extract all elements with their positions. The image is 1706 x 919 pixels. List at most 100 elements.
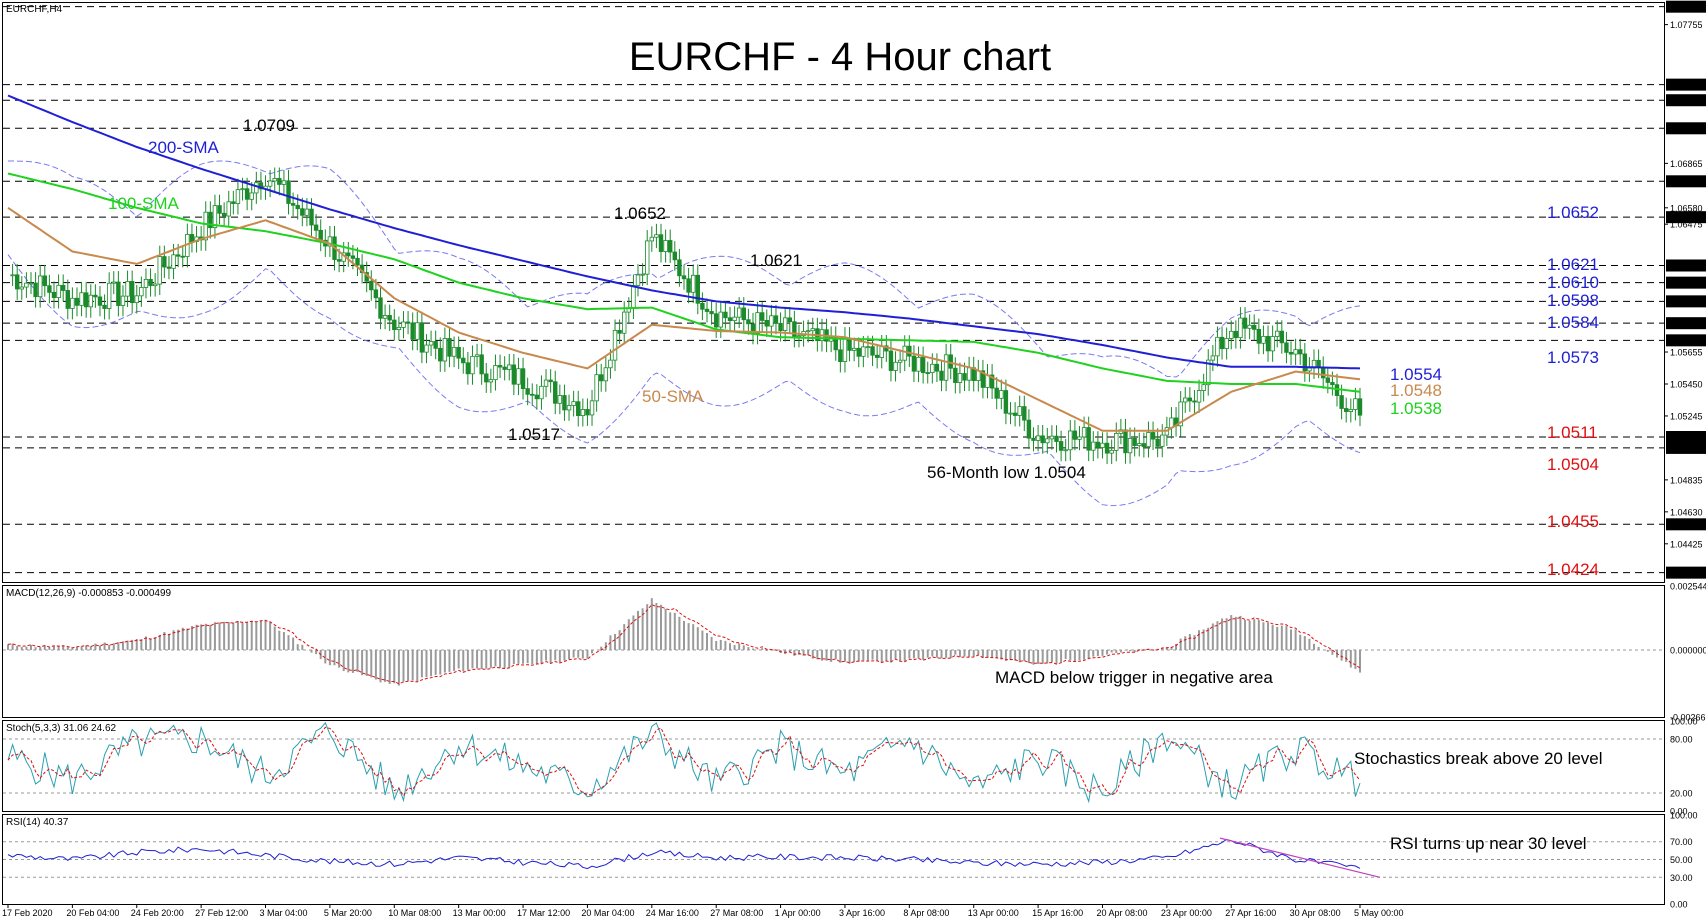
candle-body bbox=[792, 321, 797, 337]
candle-body bbox=[1353, 398, 1358, 410]
candle-body bbox=[879, 345, 884, 358]
candle-body bbox=[318, 229, 323, 241]
candle-body bbox=[548, 379, 553, 383]
level-label: 1.0584 bbox=[1547, 313, 1599, 332]
candle-body bbox=[1137, 443, 1142, 446]
candle-body bbox=[60, 284, 66, 291]
candle-body bbox=[235, 189, 241, 204]
time-tick-label: 27 Feb 12:00 bbox=[195, 908, 248, 918]
candle-body bbox=[534, 394, 540, 400]
candle-body bbox=[125, 281, 130, 297]
candle-body bbox=[920, 357, 926, 373]
candle-body bbox=[382, 315, 388, 319]
candle-body bbox=[1017, 406, 1022, 416]
candle-body bbox=[180, 255, 185, 258]
candle-body bbox=[438, 347, 443, 362]
candle-body bbox=[424, 344, 429, 353]
candle-body bbox=[479, 354, 484, 375]
axis-tick-label: 1.05730 bbox=[1668, 336, 1701, 346]
macd-axis-label: 0.000000 bbox=[1670, 645, 1706, 655]
axis-tick-label: 1.05980 bbox=[1668, 297, 1701, 307]
candle-body bbox=[350, 255, 356, 259]
candle-body bbox=[1183, 397, 1188, 403]
axis-highlight-box bbox=[1666, 78, 1706, 91]
peak-label: 1.0652 bbox=[614, 204, 666, 223]
main-pane-frame bbox=[2, 2, 1665, 583]
candle-body bbox=[433, 341, 438, 349]
candle-body bbox=[668, 240, 673, 253]
time-tick-label: 24 Mar 16:00 bbox=[646, 908, 699, 918]
candle-body bbox=[24, 282, 29, 288]
candle-body bbox=[594, 374, 599, 402]
stoch-pane-frame bbox=[2, 720, 1665, 812]
candle-body bbox=[143, 278, 149, 288]
candle-body bbox=[171, 254, 176, 269]
candle-body bbox=[327, 236, 333, 247]
sma100-line bbox=[7, 172, 1361, 393]
axis-tick-label: 1.07090 bbox=[1668, 124, 1701, 134]
candle-body bbox=[939, 370, 944, 381]
candle-body bbox=[1233, 330, 1239, 339]
stoch-axis-label: 0.00 bbox=[1670, 807, 1688, 817]
sma100-value-label: 1.0538 bbox=[1390, 399, 1442, 418]
candle-body bbox=[622, 311, 627, 334]
candle-body bbox=[677, 259, 682, 277]
candle-body bbox=[1215, 336, 1220, 357]
candle-body bbox=[985, 374, 990, 388]
candle-body bbox=[1127, 438, 1133, 454]
time-axis: 17 Feb 2020 20 Feb 04:00 24 Feb 20:00 27 Fe… bbox=[2, 904, 1404, 918]
candle-body bbox=[415, 322, 420, 340]
candle-body bbox=[566, 405, 572, 411]
candle-body bbox=[1100, 442, 1105, 448]
candle-body bbox=[451, 346, 457, 357]
candle-body bbox=[994, 387, 999, 399]
time-tick-label: 3 Mar 04:00 bbox=[260, 908, 308, 918]
trough-label: 1.0517 bbox=[508, 425, 560, 444]
stoch-signal-line bbox=[7, 726, 1361, 797]
candle-body bbox=[1114, 432, 1119, 451]
axis-tick-label: 1.06520 bbox=[1668, 213, 1701, 223]
candle-body bbox=[1049, 435, 1055, 440]
peak-label: 1.0709 bbox=[243, 116, 295, 135]
candle-body bbox=[782, 317, 788, 331]
candle-body bbox=[304, 208, 310, 216]
candle-body bbox=[56, 284, 61, 299]
candle-body bbox=[111, 281, 116, 284]
candle-body bbox=[1284, 342, 1289, 353]
sma50-name-label: 50-SMA bbox=[642, 387, 704, 406]
upper-band bbox=[8, 160, 1361, 378]
candle-body bbox=[654, 234, 659, 238]
candle-body bbox=[47, 285, 52, 293]
candle-body bbox=[1256, 328, 1262, 344]
candle-body bbox=[1325, 377, 1331, 383]
candle-body bbox=[764, 320, 769, 327]
bollinger-bands bbox=[7, 160, 1361, 507]
candle-body bbox=[152, 283, 158, 287]
candle-body bbox=[1132, 438, 1137, 446]
candle-body bbox=[166, 266, 172, 269]
candle-body bbox=[1045, 438, 1050, 444]
candle-body bbox=[874, 354, 880, 358]
candle-body bbox=[1003, 390, 1009, 414]
candle-body bbox=[585, 409, 590, 416]
rsi-axis-label: 50.00 bbox=[1670, 855, 1693, 865]
candle-body bbox=[525, 388, 530, 395]
candle-body bbox=[83, 292, 89, 308]
candle-body bbox=[557, 395, 563, 404]
candle-body bbox=[543, 379, 549, 387]
candle-body bbox=[484, 373, 489, 383]
level-label: 1.0621 bbox=[1547, 255, 1599, 274]
candle-body bbox=[1339, 395, 1344, 409]
candle-body bbox=[97, 296, 103, 306]
candle-body bbox=[1160, 434, 1165, 447]
candle-body bbox=[212, 205, 218, 229]
candle-body bbox=[1058, 441, 1064, 451]
time-tick-label: 17 Mar 12:00 bbox=[517, 908, 570, 918]
axis-tick-label: 1.04240 bbox=[1668, 568, 1701, 578]
candle-body bbox=[405, 321, 411, 324]
candle-body bbox=[562, 395, 567, 411]
candle-body bbox=[378, 297, 383, 319]
candle-body bbox=[157, 256, 162, 285]
candle-body bbox=[51, 291, 57, 299]
candle-body bbox=[419, 322, 425, 353]
